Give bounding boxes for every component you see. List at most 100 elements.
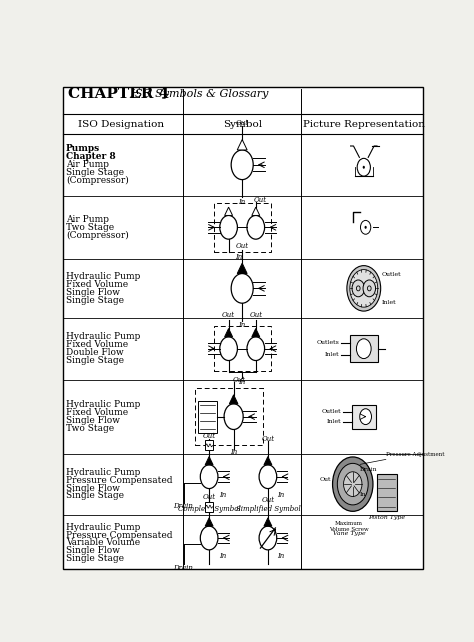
Text: Out: Out: [261, 496, 274, 504]
Polygon shape: [264, 518, 272, 526]
Bar: [214, 326, 271, 371]
Text: (Compressor): (Compressor): [66, 230, 128, 240]
Text: In: In: [235, 253, 242, 261]
Text: Symbol: Symbol: [223, 119, 262, 128]
Text: Single Stage: Single Stage: [66, 492, 124, 501]
Circle shape: [352, 280, 365, 297]
Text: In: In: [238, 198, 246, 206]
Polygon shape: [205, 518, 213, 526]
Polygon shape: [252, 207, 260, 216]
Bar: [198, 401, 217, 433]
Text: Pressure Compensated: Pressure Compensated: [66, 530, 173, 539]
Polygon shape: [229, 395, 238, 404]
Text: Out: Out: [236, 242, 249, 250]
Text: Hydraulic Pump: Hydraulic Pump: [66, 333, 140, 342]
Polygon shape: [264, 456, 272, 465]
Text: In: In: [277, 552, 285, 560]
Text: Out: Out: [202, 432, 216, 440]
Text: In: In: [360, 492, 366, 496]
Text: ISO Designation: ISO Designation: [78, 119, 164, 128]
Text: Out: Out: [236, 119, 249, 127]
Polygon shape: [225, 329, 233, 337]
Polygon shape: [237, 139, 247, 150]
Text: Outlet: Outlet: [322, 409, 342, 414]
Text: Pressure Adjustment: Pressure Adjustment: [386, 452, 444, 457]
Text: (Compressor): (Compressor): [66, 176, 128, 185]
Text: Chapter 8: Chapter 8: [66, 152, 116, 161]
Circle shape: [363, 280, 375, 297]
Circle shape: [360, 409, 372, 424]
Text: Out: Out: [254, 196, 267, 204]
Text: Drain: Drain: [173, 564, 192, 571]
Text: Single Flow: Single Flow: [66, 288, 120, 297]
Bar: [352, 405, 376, 428]
Text: Single Flow: Single Flow: [66, 416, 120, 425]
Text: Picture Representation: Picture Representation: [303, 119, 425, 128]
Text: Out: Out: [319, 477, 331, 482]
Text: ISO Symbols & Glossary: ISO Symbols & Glossary: [127, 89, 269, 100]
Text: In: In: [219, 552, 226, 560]
Bar: [350, 335, 378, 362]
Text: Out: Out: [261, 435, 274, 443]
Text: Fixed Volume: Fixed Volume: [66, 408, 128, 417]
Text: Simplified Symbol: Simplified Symbol: [236, 505, 301, 512]
Text: Out: Out: [222, 311, 235, 320]
Text: Variable Volume: Variable Volume: [66, 539, 140, 548]
Text: Drain: Drain: [360, 467, 378, 472]
Text: Maximum
Volume Screw: Maximum Volume Screw: [329, 521, 369, 532]
Text: Single Flow: Single Flow: [66, 483, 120, 492]
Text: Outlet: Outlet: [382, 272, 401, 277]
Text: Single Stage: Single Stage: [66, 554, 124, 563]
Circle shape: [344, 472, 362, 496]
Text: Out: Out: [202, 493, 216, 501]
Text: CHAPTER 4: CHAPTER 4: [68, 87, 170, 101]
Text: Single Flow: Single Flow: [66, 546, 120, 555]
Polygon shape: [237, 263, 247, 273]
Text: In: In: [230, 448, 237, 456]
Bar: [195, 388, 264, 445]
Bar: [205, 440, 213, 450]
Text: Single Stage: Single Stage: [66, 168, 124, 177]
Text: Single Stage: Single Stage: [66, 356, 124, 365]
Circle shape: [347, 266, 381, 311]
Text: In: In: [277, 490, 285, 498]
Text: Pressure Compensated: Pressure Compensated: [66, 476, 173, 485]
Circle shape: [363, 166, 365, 169]
Text: Outlets: Outlets: [317, 340, 340, 345]
Text: Two Stage: Two Stage: [66, 223, 114, 232]
Text: Inlet: Inlet: [325, 352, 340, 357]
Bar: [205, 502, 213, 512]
Text: In: In: [238, 378, 246, 386]
Text: Piston Type: Piston Type: [368, 516, 405, 520]
Text: Pumps: Pumps: [66, 144, 100, 153]
Text: Out: Out: [249, 311, 262, 320]
Polygon shape: [225, 207, 233, 216]
Circle shape: [365, 226, 367, 229]
Text: Fixed Volume: Fixed Volume: [66, 340, 128, 349]
Text: Hydraulic Pump: Hydraulic Pump: [66, 523, 140, 532]
Polygon shape: [252, 329, 260, 337]
Text: Vane Type: Vane Type: [333, 531, 365, 536]
Circle shape: [333, 457, 373, 511]
Text: Fixed Volume: Fixed Volume: [66, 280, 128, 289]
Text: Complete Symbol: Complete Symbol: [178, 505, 240, 512]
Text: Two Stage: Two Stage: [66, 424, 114, 433]
Text: In: In: [238, 322, 246, 329]
Text: Hydraulic Pump: Hydraulic Pump: [66, 272, 140, 281]
Text: Air Pump: Air Pump: [66, 215, 109, 224]
Bar: [377, 474, 397, 511]
Text: Out: Out: [233, 376, 246, 384]
Circle shape: [350, 270, 378, 307]
Text: Air Pump: Air Pump: [66, 160, 109, 169]
Text: Hydraulic Pump: Hydraulic Pump: [66, 401, 140, 410]
Circle shape: [337, 464, 368, 505]
Text: Drain: Drain: [173, 503, 192, 510]
Circle shape: [356, 339, 371, 359]
Text: In: In: [219, 490, 226, 498]
Bar: [214, 203, 271, 252]
Polygon shape: [205, 456, 213, 465]
Text: Inlet: Inlet: [327, 419, 342, 424]
Text: Inlet: Inlet: [382, 300, 396, 305]
Text: Double Flow: Double Flow: [66, 348, 124, 357]
Text: Hydraulic Pump: Hydraulic Pump: [66, 468, 140, 477]
